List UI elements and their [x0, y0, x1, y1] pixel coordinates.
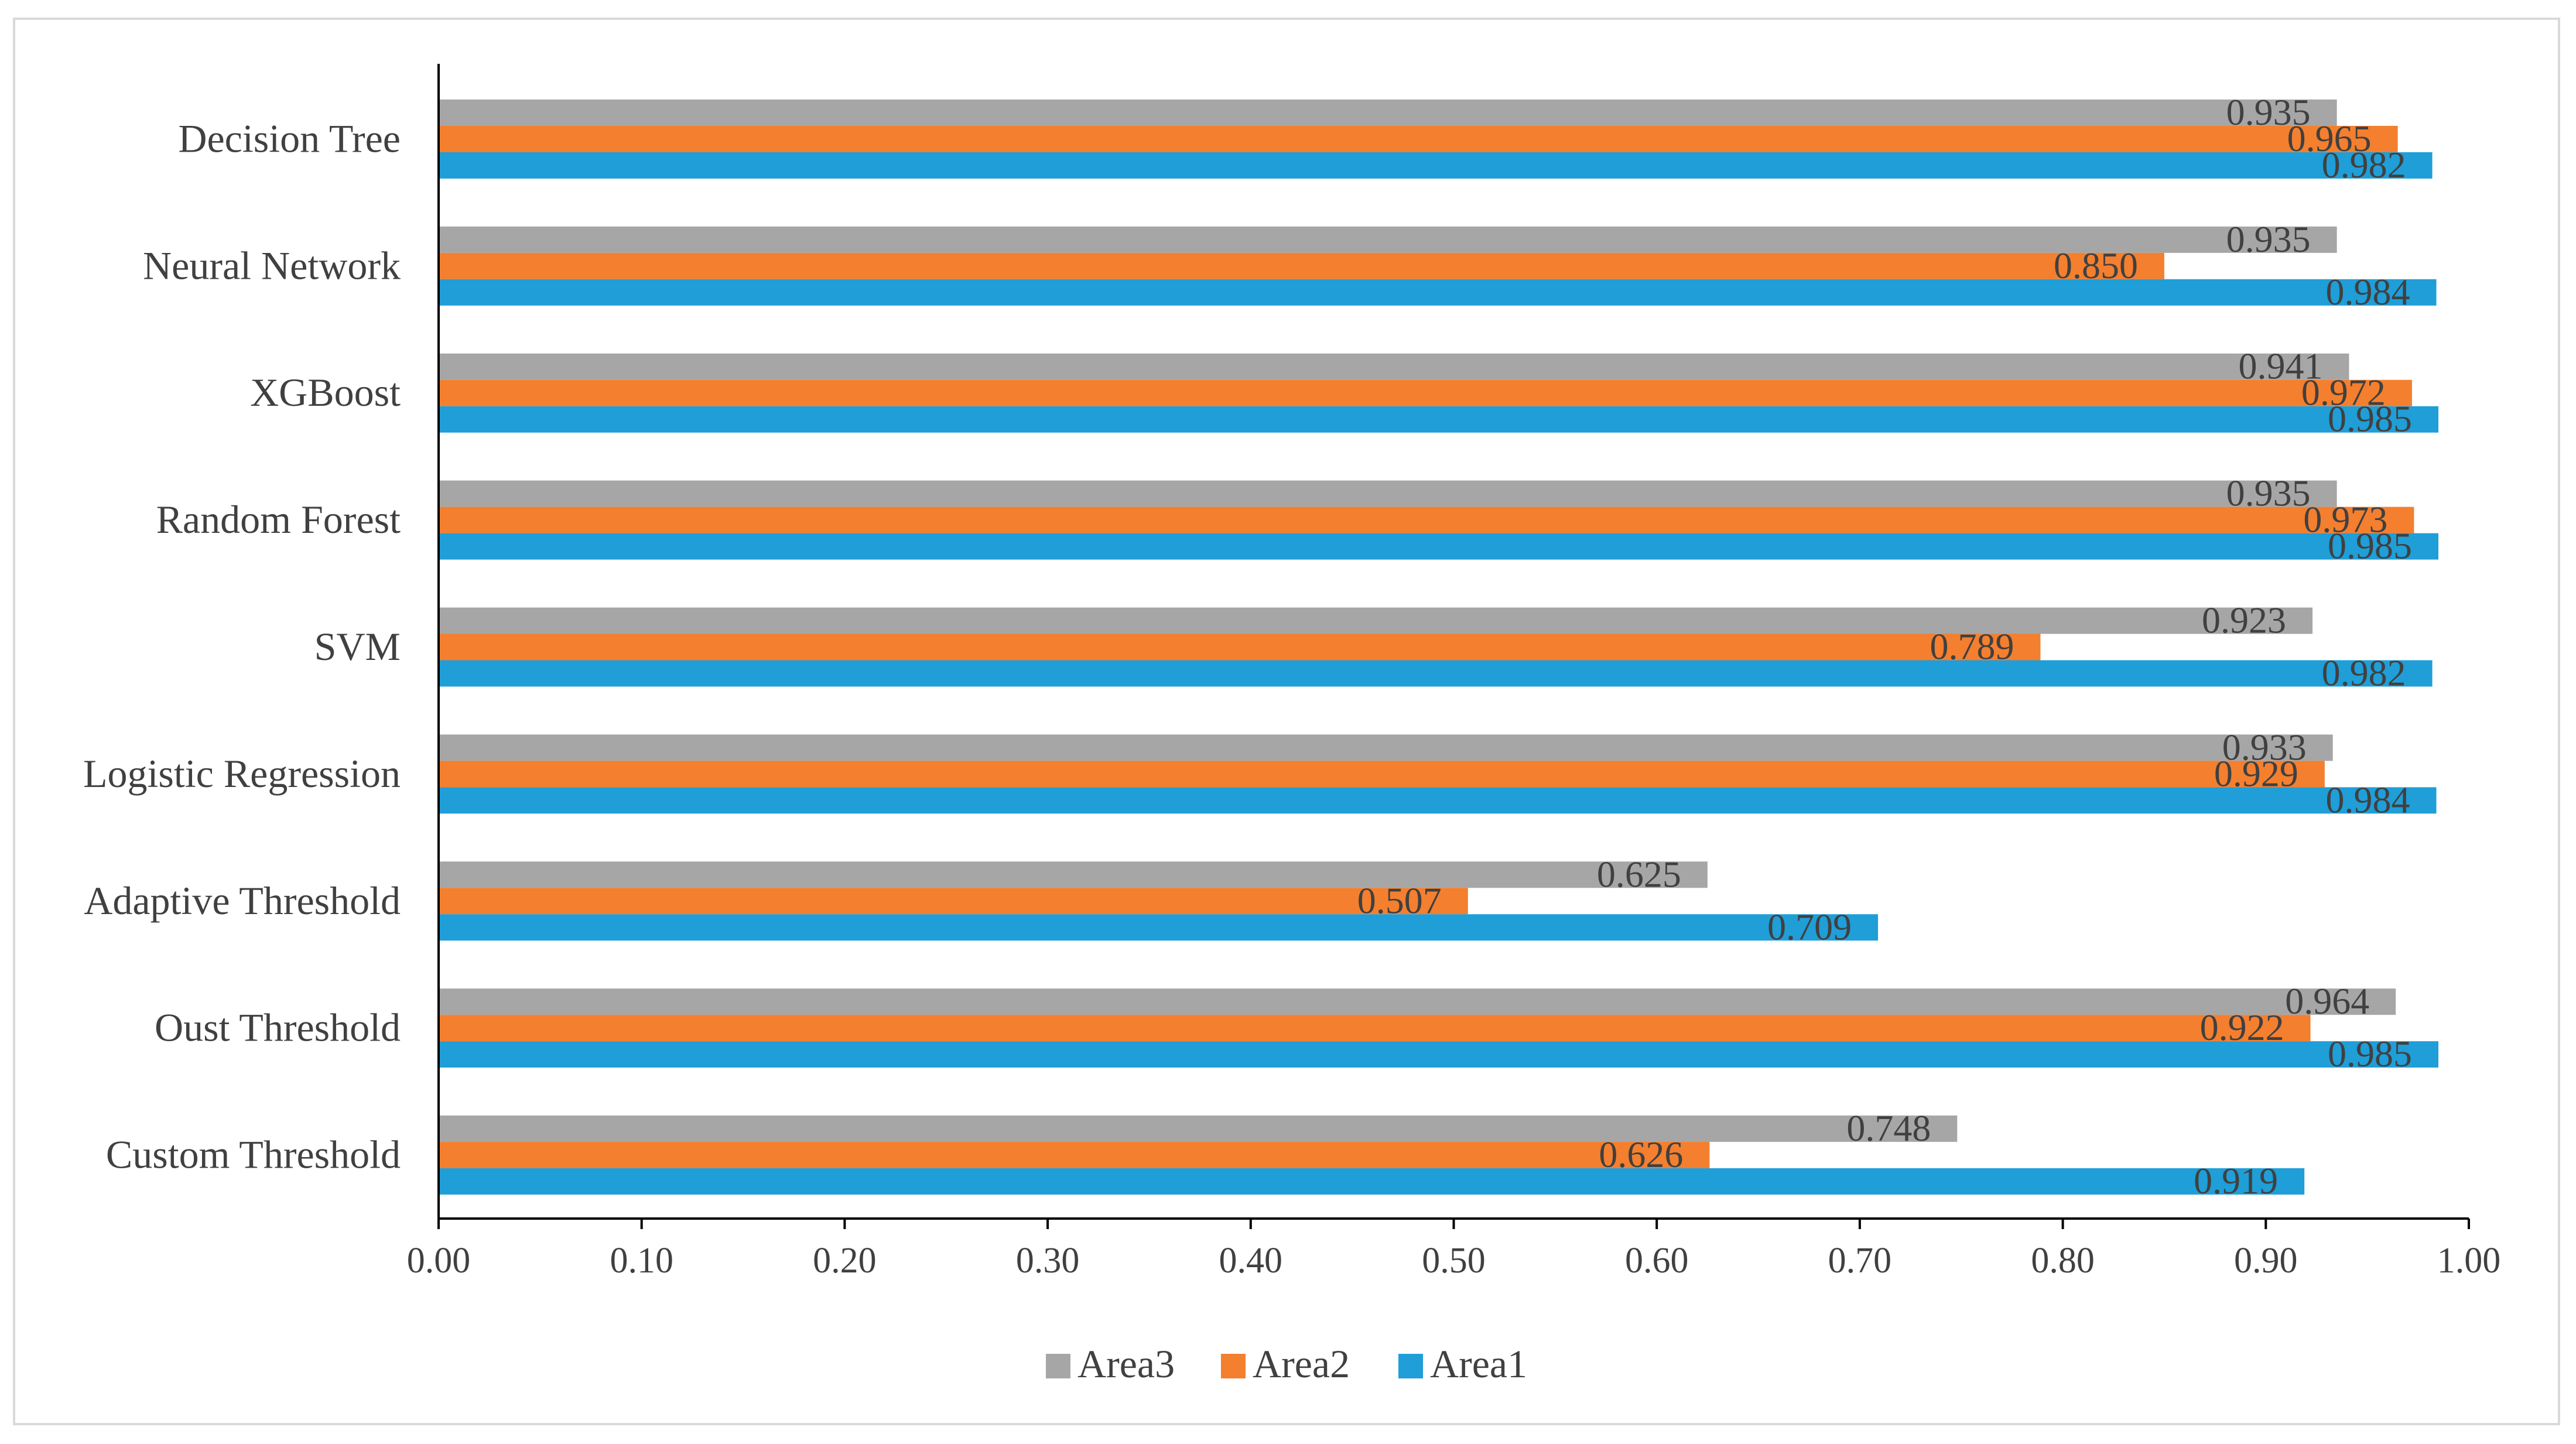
- category-label: Neural Network: [143, 243, 401, 288]
- legend-swatch-area3: [1046, 1354, 1070, 1378]
- legend-label-area2: Area2: [1253, 1342, 1350, 1386]
- bar-area1: [440, 914, 1879, 941]
- data-label-area1: 0.709: [1767, 906, 1852, 947]
- data-label-area3: 0.625: [1597, 853, 1681, 895]
- bar-area3: [440, 988, 2396, 1015]
- x-tick-label: 0.60: [1625, 1241, 1689, 1281]
- bar-area3: [440, 734, 2333, 761]
- category-label: Random Forest: [156, 497, 401, 542]
- bar-area3: [440, 1115, 1958, 1142]
- x-tick-label: 0.50: [1422, 1241, 1486, 1281]
- x-tick-label: 0.40: [1219, 1241, 1283, 1281]
- bar-area1: [440, 152, 2433, 179]
- bar-area2: [440, 1015, 2311, 1042]
- bar-area2: [440, 634, 2041, 661]
- bar-area1: [440, 406, 2438, 433]
- data-label-area1: 0.982: [2322, 144, 2406, 186]
- data-label-area1: 0.985: [2328, 1033, 2412, 1075]
- category-label: Custom Threshold: [106, 1132, 401, 1177]
- category-label: SVM: [314, 624, 401, 669]
- category-label: Adaptive Threshold: [84, 878, 401, 923]
- legend-label-area1: Area1: [1430, 1342, 1527, 1386]
- bar-area1: [440, 279, 2437, 306]
- data-label-area1: 0.985: [2328, 398, 2412, 440]
- bar-area3: [440, 861, 1708, 888]
- data-label-area1: 0.984: [2326, 271, 2410, 313]
- bar-area3: [440, 607, 2313, 634]
- bar-area1: [440, 1041, 2438, 1068]
- bar-area1: [440, 660, 2433, 687]
- data-label-area1: 0.985: [2328, 525, 2412, 567]
- bar-area1: [440, 1168, 2305, 1195]
- category-label: Logistic Regression: [83, 751, 401, 796]
- bar-area2: [440, 125, 2398, 152]
- x-tick-label: 0.30: [1016, 1241, 1080, 1281]
- bar-area2: [440, 379, 2412, 406]
- bar-area2: [440, 761, 2325, 788]
- bar-area2: [440, 888, 1468, 915]
- legend-swatch-area1: [1398, 1354, 1423, 1378]
- x-tick-label: 0.70: [1828, 1241, 1892, 1281]
- bar-area3: [440, 353, 2349, 380]
- legend-swatch-area2: [1221, 1354, 1246, 1378]
- data-label-area1: 0.919: [2194, 1160, 2278, 1202]
- category-label: Decision Tree: [178, 116, 401, 160]
- x-tick-label: 1.00: [2437, 1241, 2501, 1281]
- bar-area3: [440, 480, 2337, 507]
- bar-area1: [440, 787, 2437, 814]
- bar-area3: [440, 99, 2337, 126]
- category-label: Oust Threshold: [155, 1005, 401, 1050]
- data-label-area1: 0.982: [2322, 652, 2406, 694]
- bar-area2: [440, 507, 2414, 533]
- x-tick-label: 0.80: [2031, 1241, 2095, 1281]
- x-tick-label: 0.90: [2234, 1241, 2298, 1281]
- bar-area3: [440, 226, 2337, 253]
- x-tick-label: 0.20: [813, 1241, 877, 1281]
- category-label: XGBoost: [250, 370, 401, 415]
- bar-area2: [440, 252, 2164, 279]
- legend-label-area3: Area3: [1077, 1342, 1175, 1386]
- data-label-area3: 0.923: [2202, 600, 2286, 641]
- data-label-area3: 0.748: [1846, 1107, 1931, 1149]
- bar-area1: [440, 533, 2438, 560]
- bar-area2: [440, 1142, 1710, 1169]
- data-label-area1: 0.984: [2326, 779, 2410, 820]
- x-tick-label: 0.10: [610, 1241, 673, 1281]
- x-tick-label: 0.00: [407, 1241, 471, 1281]
- data-label-area3: 0.935: [2226, 218, 2311, 260]
